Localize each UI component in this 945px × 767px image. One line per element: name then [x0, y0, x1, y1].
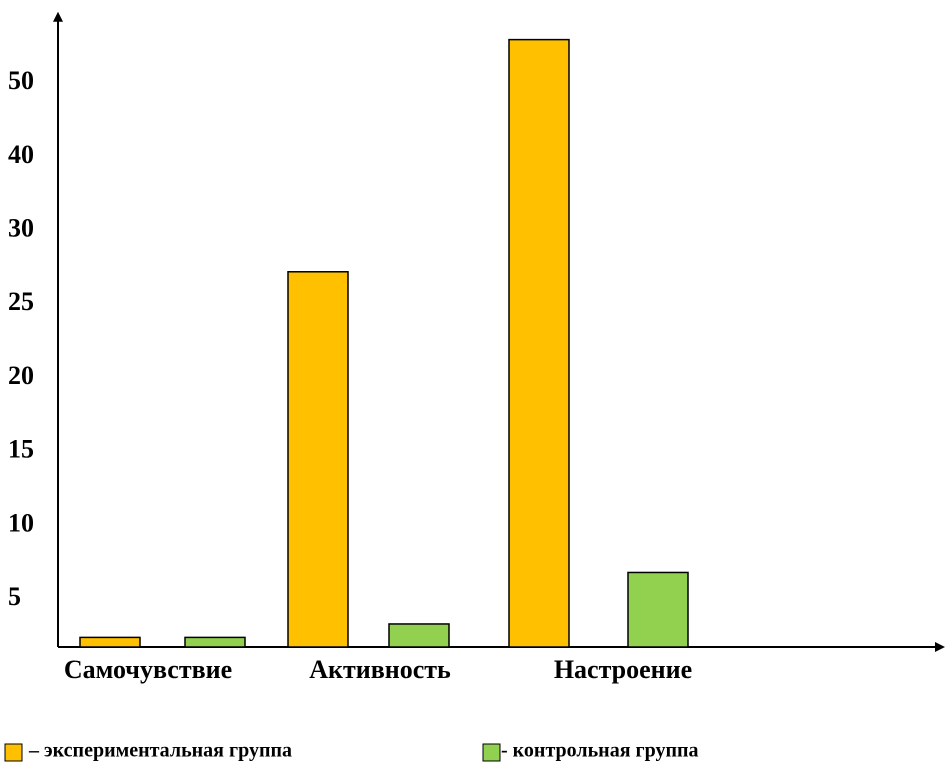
- bar: [79, 636, 141, 648]
- bar: [388, 623, 450, 648]
- bar: [508, 38, 570, 648]
- x-tick-label: Активность: [309, 655, 451, 684]
- y-tick-label: 30: [8, 213, 34, 242]
- y-tick-label: 15: [8, 435, 34, 464]
- legend-swatch: [482, 743, 501, 762]
- y-tick-label: 10: [8, 508, 34, 537]
- x-tick-label: Настроение: [554, 655, 692, 684]
- bar: [287, 271, 349, 648]
- legend-label: – экспериментальная группа: [28, 740, 292, 762]
- legend-label: - контрольная группа: [501, 740, 699, 762]
- bar: [184, 636, 246, 648]
- y-tick-label: 5: [8, 582, 21, 611]
- y-tick-label: 20: [8, 361, 34, 390]
- legend-swatch: [4, 743, 23, 762]
- x-tick-label: Самочувствие: [64, 655, 232, 684]
- bar: [627, 571, 689, 648]
- y-tick-label: 25: [8, 287, 34, 316]
- y-tick-label: 50: [8, 66, 34, 95]
- y-tick-label: 40: [8, 140, 34, 169]
